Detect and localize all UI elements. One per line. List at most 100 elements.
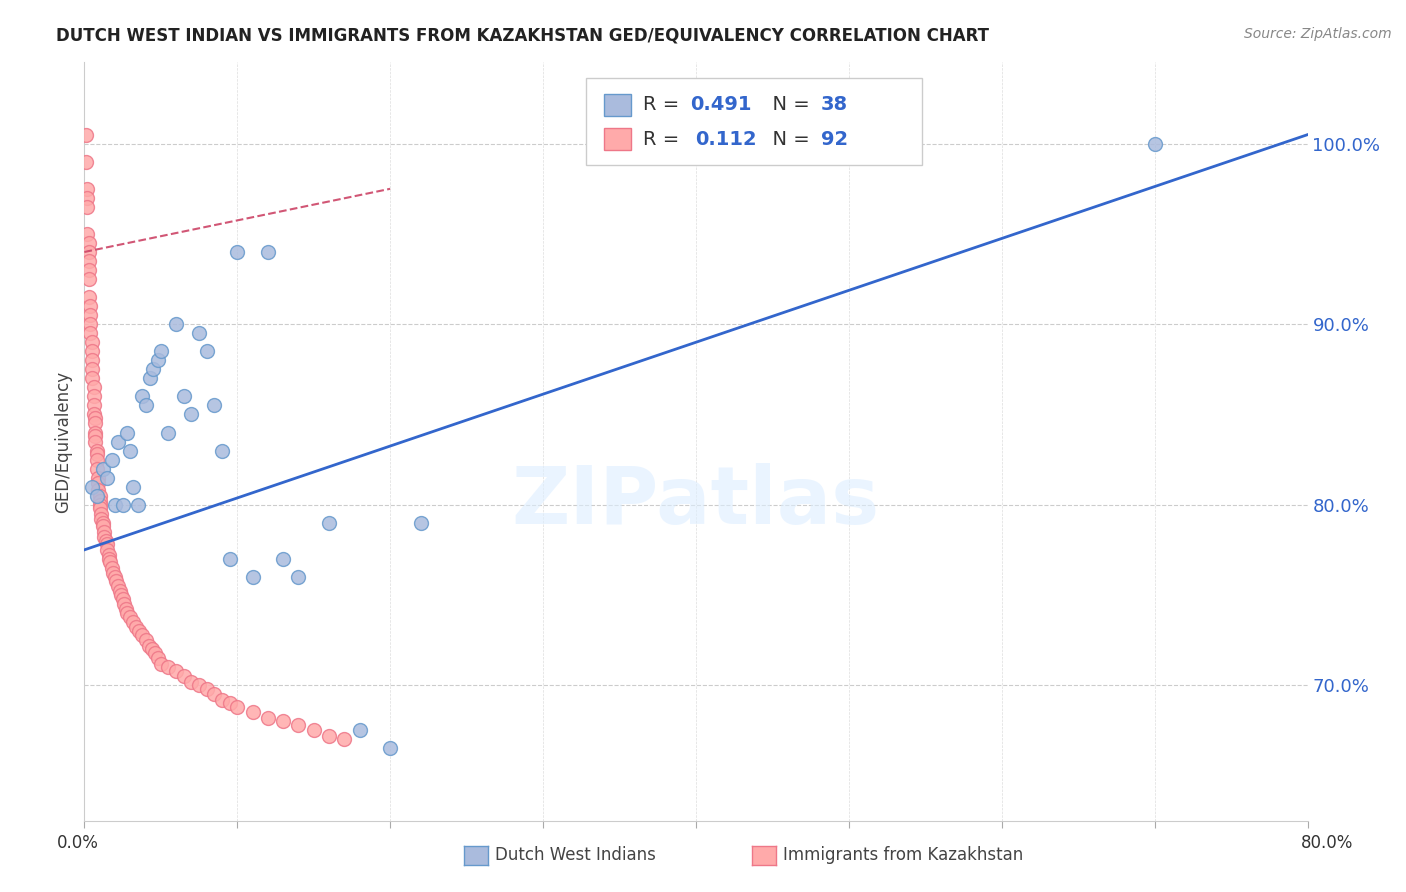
Point	[271, 552, 294, 566]
Point	[127, 498, 149, 512]
Point	[90, 507, 112, 521]
Point	[180, 674, 202, 689]
Point	[90, 512, 112, 526]
Point	[89, 489, 111, 503]
Point	[86, 443, 108, 458]
Point	[135, 633, 157, 648]
Point	[120, 609, 142, 624]
Point	[104, 570, 127, 584]
Point	[86, 461, 108, 475]
Point	[139, 371, 162, 385]
Text: 92: 92	[821, 129, 848, 149]
Point	[211, 692, 233, 706]
Y-axis label: GED/Equivalency: GED/Equivalency	[55, 370, 73, 513]
Point	[409, 516, 432, 530]
Point	[333, 732, 356, 747]
Point	[195, 681, 218, 696]
Point	[173, 669, 195, 683]
Point	[318, 729, 340, 743]
Point	[84, 429, 107, 443]
Point	[122, 615, 145, 629]
Point	[77, 290, 100, 304]
Point	[125, 620, 148, 634]
Point	[87, 476, 110, 491]
Point	[115, 425, 138, 440]
Text: DUTCH WEST INDIAN VS IMMIGRANTS FROM KAZAKHSTAN GED/EQUIVALENCY CORRELATION CHAR: DUTCH WEST INDIAN VS IMMIGRANTS FROM KAZ…	[56, 27, 990, 45]
Point	[149, 344, 172, 359]
Point	[143, 646, 166, 660]
Point	[287, 570, 309, 584]
Point	[77, 254, 100, 268]
Point	[80, 371, 103, 385]
Point	[149, 657, 172, 671]
Point	[96, 537, 118, 551]
Point	[77, 263, 100, 277]
Point	[110, 588, 132, 602]
Text: 80.0%: 80.0%	[1301, 834, 1354, 852]
Point	[165, 317, 187, 331]
Point	[76, 227, 98, 241]
Point	[104, 498, 127, 512]
Text: R =: R =	[644, 95, 686, 114]
Text: Source: ZipAtlas.com: Source: ZipAtlas.com	[1244, 27, 1392, 41]
Text: N =: N =	[759, 95, 815, 114]
Point	[77, 235, 100, 250]
Point	[89, 498, 111, 512]
Text: R =: R =	[644, 129, 692, 149]
Point	[138, 639, 160, 653]
Point	[79, 308, 101, 322]
Point	[242, 570, 264, 584]
Point	[128, 624, 150, 639]
FancyBboxPatch shape	[586, 78, 922, 165]
FancyBboxPatch shape	[605, 128, 631, 150]
Point	[80, 344, 103, 359]
Point	[84, 434, 107, 449]
Text: 0.491: 0.491	[690, 95, 751, 114]
Text: 0.0%: 0.0%	[56, 834, 98, 852]
Point	[173, 389, 195, 403]
Point	[202, 399, 225, 413]
Point	[111, 591, 134, 606]
Point	[75, 128, 97, 142]
Point	[79, 299, 101, 313]
Point	[257, 245, 280, 260]
Point	[94, 533, 117, 548]
Point	[380, 741, 402, 756]
Text: N =: N =	[759, 129, 815, 149]
Point	[114, 602, 136, 616]
Point	[211, 443, 233, 458]
Point	[96, 470, 118, 484]
Point	[131, 389, 153, 403]
Point	[112, 597, 135, 611]
Point	[83, 389, 105, 403]
Point	[91, 516, 114, 530]
Point	[97, 552, 120, 566]
Point	[135, 399, 157, 413]
Point	[93, 524, 115, 539]
Point	[218, 696, 240, 710]
Point	[131, 628, 153, 642]
Text: 0.112: 0.112	[695, 129, 756, 149]
Point	[287, 718, 309, 732]
Point	[226, 700, 249, 714]
Point	[157, 660, 180, 674]
Point	[83, 380, 105, 394]
Point	[86, 452, 108, 467]
Point	[180, 408, 202, 422]
Point	[96, 542, 118, 557]
Point	[86, 447, 108, 461]
Point	[157, 425, 180, 440]
Point	[242, 706, 264, 720]
Point	[79, 317, 101, 331]
Point	[107, 434, 129, 449]
Point	[80, 362, 103, 376]
Text: Immigrants from Kazakhstan: Immigrants from Kazakhstan	[783, 847, 1024, 864]
Point	[226, 245, 249, 260]
Point	[76, 191, 98, 205]
Point	[84, 417, 107, 431]
Point	[77, 272, 100, 286]
Point	[76, 182, 98, 196]
Point	[76, 200, 98, 214]
Point	[165, 664, 187, 678]
Point	[91, 519, 114, 533]
